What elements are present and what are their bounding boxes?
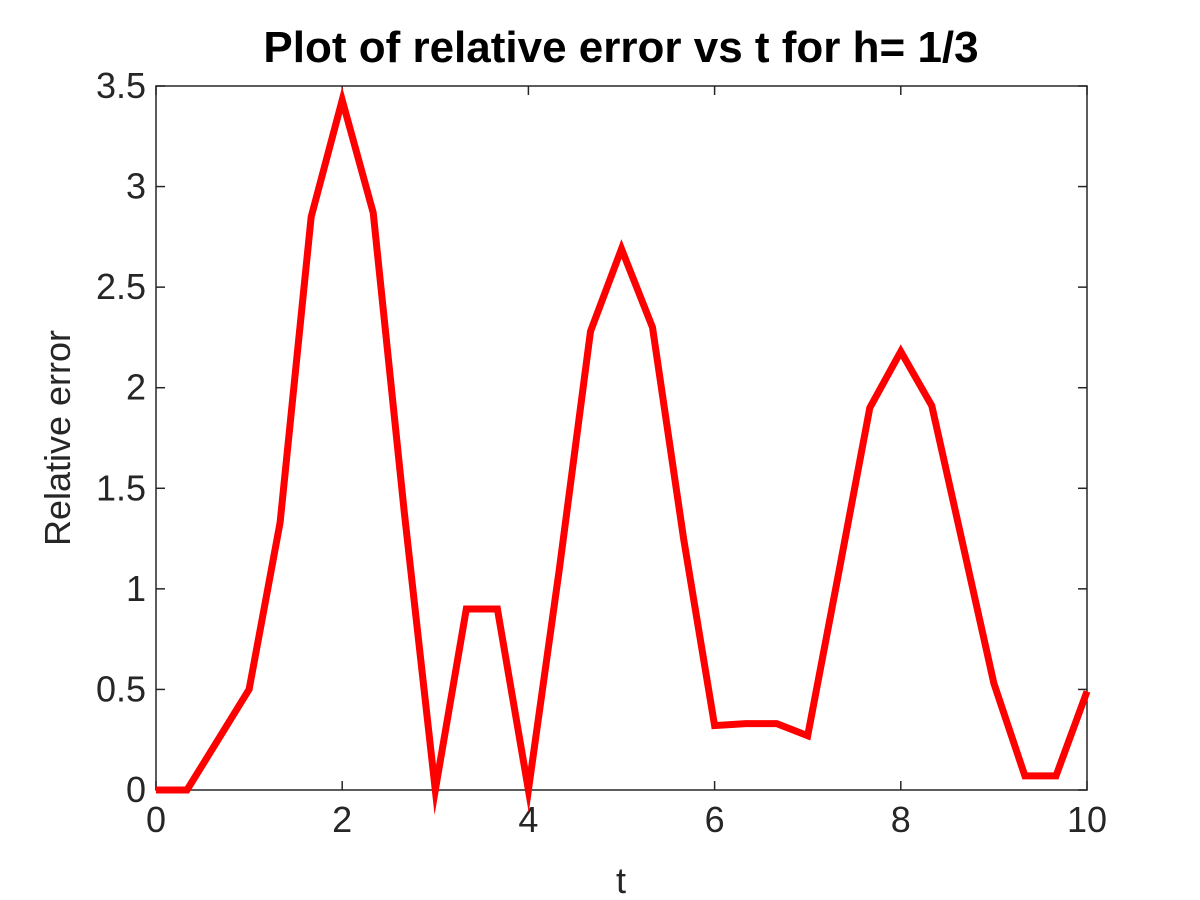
y-tick-label: 0	[126, 769, 146, 810]
y-axis-label: Relative error	[37, 330, 78, 546]
x-tick-label: 0	[146, 799, 166, 840]
chart-title: Plot of relative error vs t for h= 1/3	[263, 23, 978, 72]
y-tick-label: 0.5	[96, 668, 146, 709]
y-tick-label: 2.5	[96, 266, 146, 307]
y-tick-label: 2	[126, 367, 146, 408]
x-tick-label: 4	[518, 799, 538, 840]
x-axis-label: t	[616, 860, 626, 900]
axis-ticks	[155, 85, 1088, 791]
x-tick-label: 10	[1067, 799, 1107, 840]
x-tick-labels: 0 2 4 6 8 10	[146, 799, 1107, 840]
plot-frame	[155, 85, 1088, 791]
y-tick-labels: 0 0.5 1 1.5 2 2.5 3 3.5	[96, 65, 146, 810]
y-tick-label: 1.5	[96, 467, 146, 508]
y-tick-label: 1	[126, 568, 146, 609]
x-tick-label: 2	[332, 799, 352, 840]
series-group	[155, 86, 1091, 815]
series-line-0	[156, 86, 1091, 815]
x-tick-label: 8	[891, 799, 911, 840]
y-tick-label: 3	[126, 166, 146, 207]
y-tick-label: 3.5	[96, 65, 146, 106]
x-tick-label: 6	[705, 799, 725, 840]
